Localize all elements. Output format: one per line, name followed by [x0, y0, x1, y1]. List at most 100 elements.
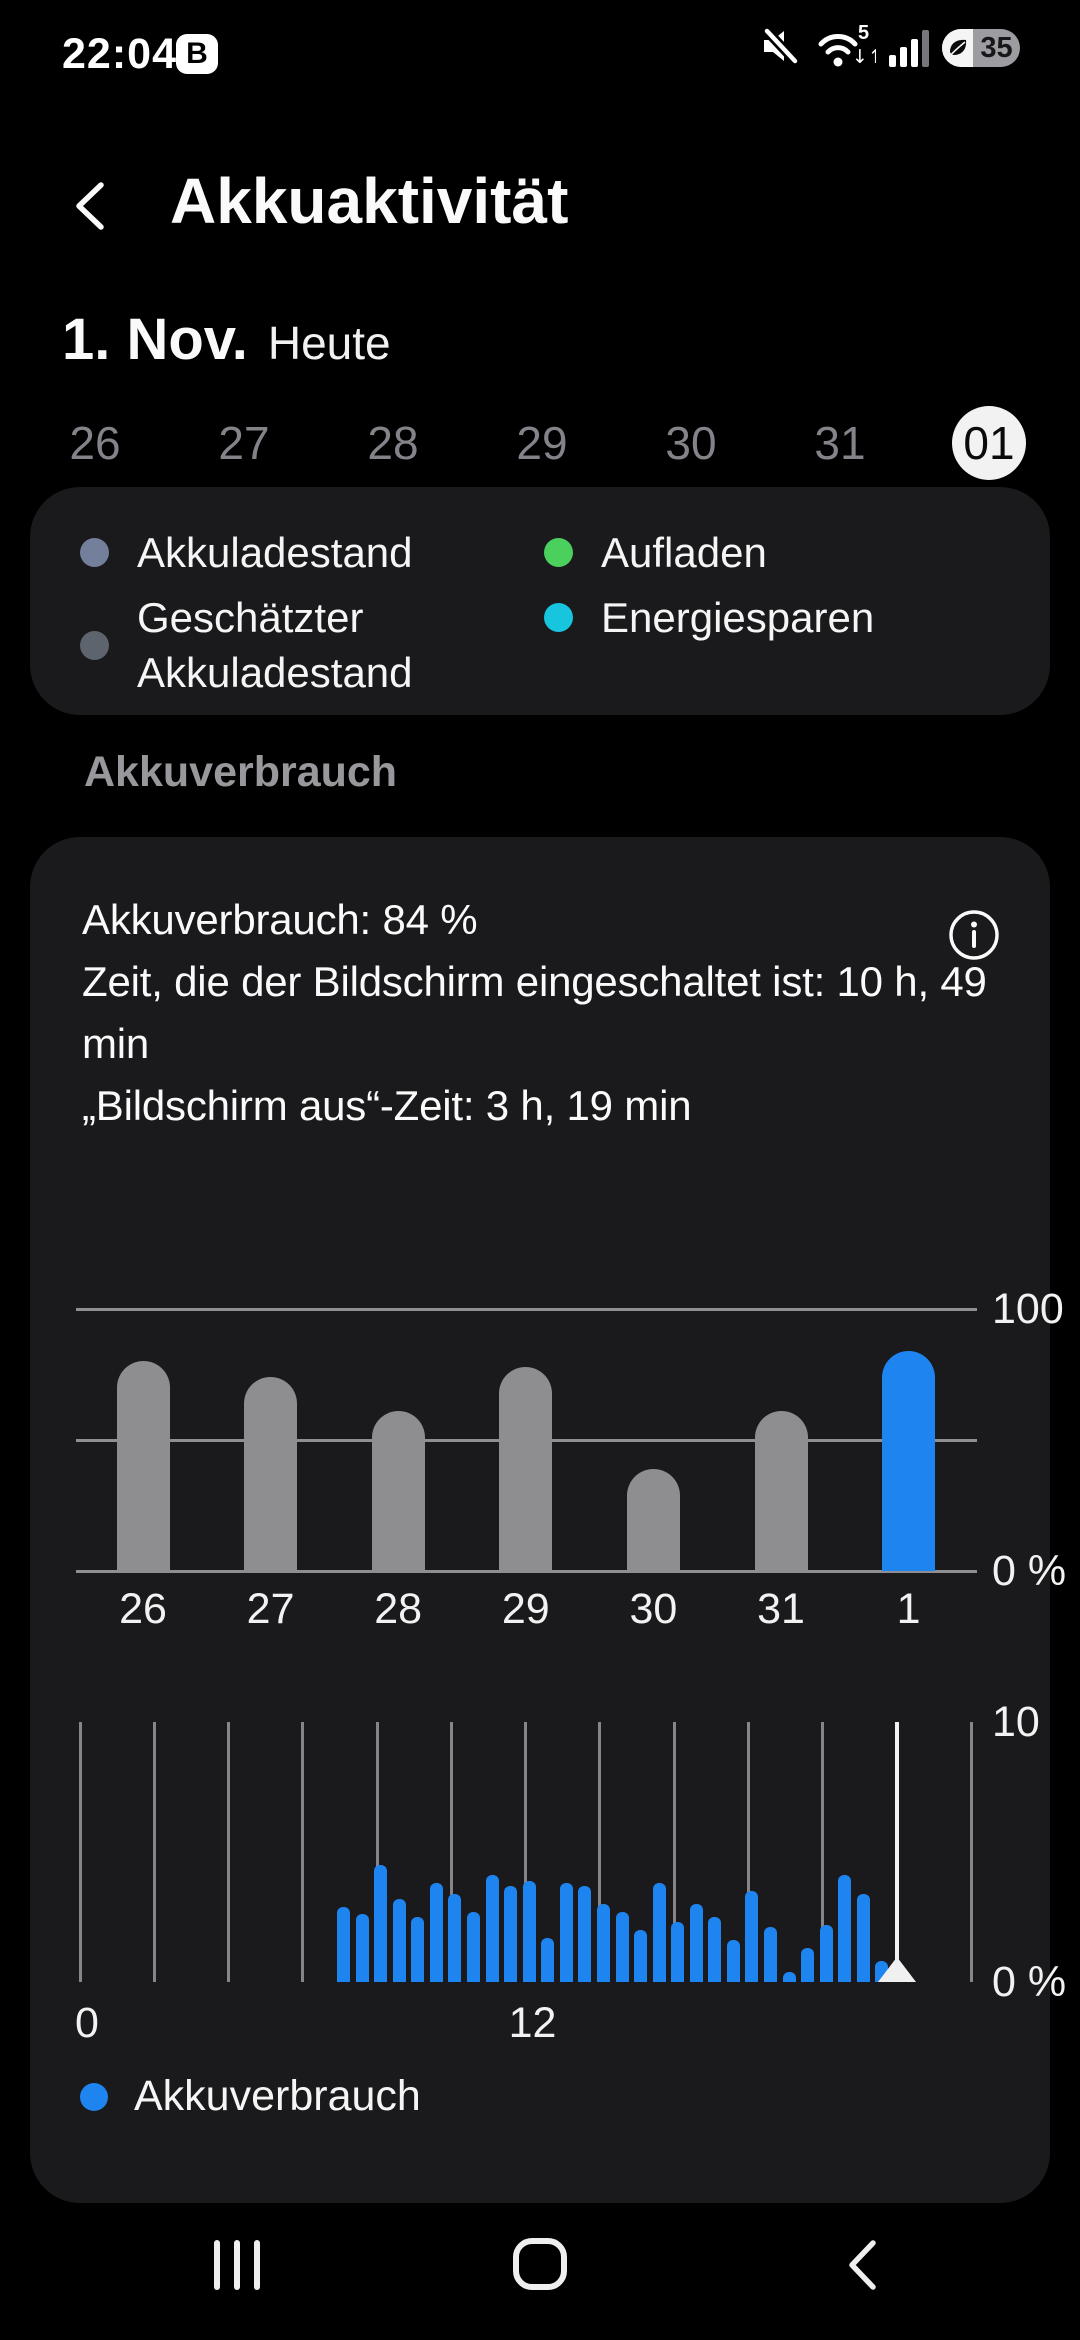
hourly-bar — [652, 1883, 666, 1982]
gridline — [301, 1722, 305, 1982]
cellular-signal-icon — [889, 29, 929, 67]
hourly-bar — [838, 1875, 852, 1982]
current-time-marker-triangle — [877, 1957, 916, 1982]
xtick-label: 0 — [75, 1999, 99, 2047]
legend-dot — [544, 603, 573, 632]
battery-fill — [942, 29, 973, 67]
hourly-bar — [596, 1904, 610, 1982]
hourly-bar — [467, 1911, 481, 1982]
date-day-30[interactable]: 30 — [665, 417, 717, 469]
ytick-label: 0 % — [992, 1547, 1067, 1595]
hourly-bar — [559, 1883, 573, 1982]
hourly-bar — [745, 1891, 759, 1982]
legend-item: Energiesparen — [544, 590, 874, 645]
legend-item: Akkuladestand — [80, 525, 544, 580]
xtick-label: 1 — [896, 1585, 921, 1633]
battery-indicator: 35 — [942, 29, 1020, 67]
legend-dot — [544, 538, 573, 567]
date-day-29[interactable]: 29 — [516, 417, 568, 469]
screen-on-line: Zeit, die der Bildschirm eingeschaltet i… — [82, 958, 987, 1067]
mute-icon — [759, 25, 801, 72]
hourly-bar — [578, 1885, 592, 1982]
hourly-bar — [448, 1893, 462, 1982]
hourly-bar — [708, 1917, 722, 1982]
chevron-left-icon — [849, 2240, 876, 2290]
notification-app-badge: B — [176, 34, 218, 74]
wifi-5ghz-icon: 5 ↓↑ — [814, 22, 884, 74]
hourly-bar — [689, 1904, 703, 1982]
legend-item-label: Aufladen — [601, 529, 767, 576]
chart-legend-card: Akkuladestand Geschätzter Akkuladestand Au… — [30, 487, 1050, 715]
current-time-marker-line — [895, 1722, 900, 1982]
hourly-chart-legend: Akkuverbrauch — [80, 2069, 421, 2124]
selected-date: 1. Nov. — [62, 307, 248, 372]
date-day-26[interactable]: 26 — [69, 417, 121, 469]
status-icons: 5 ↓↑ 35 — [759, 22, 1020, 74]
xtick-label: 30 — [629, 1585, 678, 1633]
gridline — [969, 1722, 973, 1982]
hourly-bar — [411, 1917, 425, 1982]
hourly-bar — [522, 1880, 536, 1982]
daily-bar — [882, 1350, 936, 1571]
gridline — [746, 1722, 750, 1982]
svg-text:5: 5 — [858, 23, 869, 44]
gridline — [821, 1722, 824, 1982]
legend-dot — [80, 538, 109, 567]
hourly-bar — [615, 1911, 629, 1982]
date-day-01[interactable]: 01 — [952, 406, 1026, 480]
daily-bar — [371, 1411, 425, 1571]
date-day-27[interactable]: 27 — [218, 417, 270, 469]
xtick-label: 29 — [501, 1585, 550, 1633]
chevron-left-icon — [76, 182, 104, 230]
clock: 22:04 — [62, 30, 177, 78]
hourly-bar — [504, 1885, 518, 1982]
section-title: Akkuverbrauch — [84, 748, 398, 796]
hourly-bar — [634, 1930, 648, 1982]
hourly-bar — [392, 1898, 406, 1982]
hourly-bar — [541, 1937, 555, 1982]
usage-percent-line: Akkuverbrauch: 84 % — [82, 896, 478, 943]
date-day-31[interactable]: 31 — [814, 417, 866, 469]
date-selector: 26 27 28 29 30 31 01 — [58, 406, 1026, 480]
power-saving-leaf-icon — [947, 39, 966, 58]
date-day-28[interactable]: 28 — [367, 417, 419, 469]
gridline — [152, 1722, 156, 1982]
info-icon — [949, 910, 999, 960]
nav-back-button[interactable] — [845, 2239, 879, 2291]
battery-percent: 35 — [980, 31, 1013, 64]
daily-bar — [244, 1377, 298, 1571]
gridline — [672, 1722, 676, 1982]
xtick-label: 31 — [757, 1585, 805, 1633]
hourly-bar — [801, 1948, 815, 1982]
screen-off-line: „Bildschirm aus“-Zeit: 3 h, 19 min — [82, 1082, 692, 1129]
info-button[interactable] — [946, 907, 1002, 963]
hourly-bar — [819, 1924, 833, 1982]
selected-date-qualifier: Heute — [267, 317, 391, 369]
gridline — [524, 1722, 527, 1982]
ytick-label: 10 — [992, 1698, 1040, 1746]
legend-item: Geschätzter Akkuladestand — [80, 590, 544, 700]
hourly-bar — [485, 1875, 499, 1982]
ytick-label: 100 — [992, 1285, 1064, 1333]
home-button[interactable] — [513, 2238, 567, 2290]
back-button[interactable] — [64, 178, 116, 234]
legend-item: Aufladen — [544, 525, 874, 580]
hourly-bar — [374, 1865, 388, 1982]
hourly-bar — [782, 1971, 796, 1982]
hourly-bar — [856, 1893, 870, 1982]
page-title: Akkuaktivität — [170, 165, 569, 237]
status-bar: 22:04 B 5 ↓↑ — [0, 0, 1080, 92]
hourly-bar — [671, 1922, 685, 1982]
navigation-bar — [0, 2232, 1080, 2312]
svg-text:↓↑: ↓↑ — [852, 46, 876, 68]
gridline — [227, 1722, 230, 1982]
hourly-bar — [355, 1914, 369, 1982]
legend-item-label: Energiesparen — [601, 594, 875, 641]
daily-bar — [626, 1468, 680, 1571]
legend-label: Akkuverbrauch — [134, 2072, 421, 2120]
legend-item-label: Akkuladestand — [137, 529, 413, 576]
recents-button[interactable] — [214, 2240, 260, 2290]
xtick-label: 12 — [508, 1999, 557, 2047]
gridline — [598, 1722, 602, 1982]
